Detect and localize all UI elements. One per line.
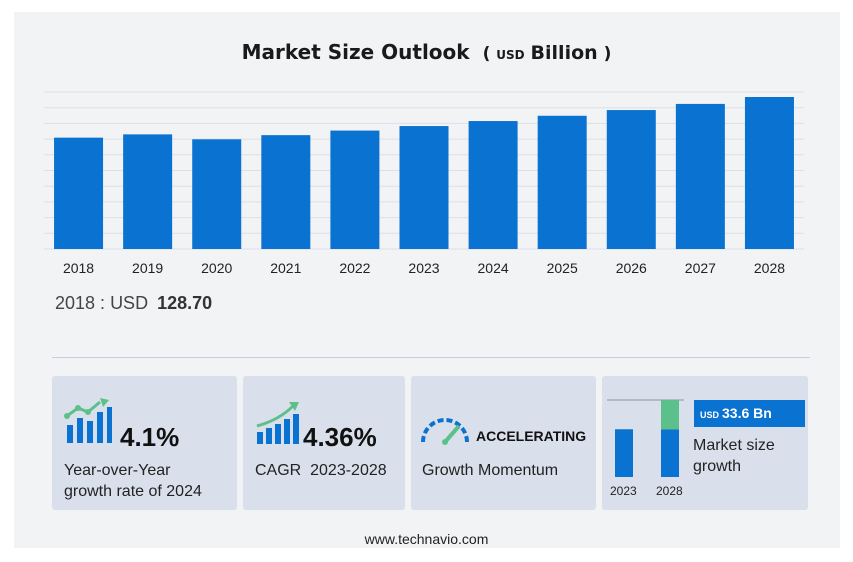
x-tick-label: 2023 — [408, 260, 439, 276]
bar-2021 — [261, 135, 311, 249]
mini-bar-2023 — [615, 429, 633, 477]
mini-bar-2028-increment — [661, 400, 679, 430]
cagr-value: 4.36% — [303, 422, 377, 452]
growth-badge: USD 33.6 Bn — [694, 400, 805, 427]
yoy-card: 4.1% Year-over-Year growth rate of 2024 — [52, 376, 237, 510]
bar-2028 — [744, 97, 794, 249]
x-tick-label: 2028 — [754, 260, 785, 276]
momentum-card: ACCELERATING Growth Momentum — [411, 376, 596, 510]
bar-2022 — [330, 130, 380, 249]
bar-2025 — [537, 115, 587, 249]
bar-2019 — [123, 134, 173, 249]
rising-bars-icon — [256, 402, 299, 444]
x-tick-label: 2020 — [201, 260, 232, 276]
year-end-label: 2028 — [656, 484, 683, 498]
x-tick-label: 2024 — [478, 260, 509, 276]
speedometer-icon — [421, 418, 469, 445]
x-tick-label: 2019 — [132, 260, 163, 276]
x-tick-label: 2025 — [547, 260, 578, 276]
x-tick-label: 2027 — [685, 260, 716, 276]
x-tick-label: 2026 — [616, 260, 647, 276]
chart-title: Market Size Outlook ( USD Billion ) — [0, 40, 853, 64]
bar-2027 — [675, 103, 725, 249]
cagr-label: CAGR 2023-2028 — [255, 462, 387, 479]
bar-growth-icon — [64, 398, 112, 443]
yoy-value: 4.1% — [120, 422, 180, 452]
footer-url: www.technavio.com — [364, 531, 489, 547]
yoy-label: Year-over-Year growth rate of 2024 — [64, 462, 202, 500]
x-tick-label: 2018 — [63, 260, 94, 276]
growth-mini-chart — [607, 399, 684, 477]
bar-2023 — [399, 126, 449, 249]
momentum-label: Growth Momentum — [422, 462, 559, 479]
x-tick-label: 2021 — [270, 260, 301, 276]
year-start-label: 2023 — [610, 484, 637, 498]
base-value-number: 128.70 — [157, 293, 213, 313]
divider — [52, 357, 810, 358]
bar-2018 — [54, 137, 104, 249]
bar-2020 — [192, 139, 242, 249]
x-tick-label: 2022 — [339, 260, 370, 276]
bar-2024 — [468, 121, 518, 249]
base-value: 2018 : USD 128.70 — [55, 293, 213, 313]
growth-label: Market size growth — [693, 437, 775, 475]
bar-2026 — [606, 110, 656, 250]
growth-card — [602, 376, 808, 510]
title-text: Market Size Outlook — [241, 40, 470, 64]
title-unit: ( USD Billion ) — [482, 42, 612, 64]
cagr-card: 4.36% CAGR 2023-2028 — [243, 376, 405, 510]
bar-chart: 2018 2019 2020 2021 2022 2023 2024 2025 2026 2027… — [44, 91, 804, 276]
mini-bar-2028-base — [661, 429, 679, 477]
momentum-value: ACCELERATING — [476, 428, 587, 444]
